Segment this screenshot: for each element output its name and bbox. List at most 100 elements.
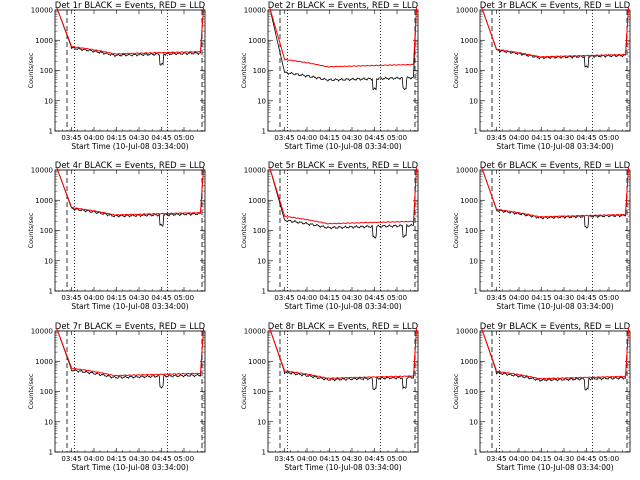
panel-det-6: Det 6r BLACK = Events, RED = LLD 1 10 100 10… <box>452 161 631 311</box>
chart-title: Det 3r BLACK = Events, RED = LLD <box>480 1 631 11</box>
y-tick-label: 1000 <box>35 37 53 45</box>
x-tick-label: 04:45 <box>151 134 171 142</box>
y-axis-label: Counts/sec <box>452 52 460 88</box>
y-tick-label: 100 <box>465 67 478 75</box>
y-axis-label: Counts/sec <box>240 212 248 248</box>
chart-title: Det 7r BLACK = Events, RED = LLD <box>55 322 206 332</box>
chart-title: Det 2r BLACK = Events, RED = LLD <box>268 1 419 11</box>
x-tick-label: 04:15 <box>531 455 551 463</box>
plot-frame <box>54 169 206 292</box>
x-tick-label: 03:45 <box>274 455 294 463</box>
panel-det-8: Det 8r BLACK = Events, RED = LLD 1 10 100 10… <box>240 322 419 472</box>
y-tick-label: 10 <box>469 97 478 105</box>
series-events-line <box>269 166 417 239</box>
x-tick-label: 04:30 <box>554 294 574 302</box>
series-lld-line <box>269 6 417 68</box>
x-tick-label: 05:00 <box>599 134 619 142</box>
x-tick-label: 05:00 <box>387 294 407 302</box>
series-lld-line <box>481 166 629 218</box>
y-tick-label: 10000 <box>31 7 53 15</box>
x-tick-label: 04:00 <box>84 134 104 142</box>
series-events-line <box>56 6 204 66</box>
y-tick-label: 10 <box>44 418 53 426</box>
y-tick-label: 1000 <box>460 197 478 205</box>
x-tick-label: 04:15 <box>106 294 126 302</box>
y-tick-label: 1 <box>262 128 266 136</box>
chart-title: Det 8r BLACK = Events, RED = LLD <box>268 322 419 332</box>
panel-det-3: Det 3r BLACK = Events, RED = LLD 1 10 100 10… <box>452 1 631 151</box>
x-tick-label: 04:15 <box>319 455 339 463</box>
y-tick-label: 100 <box>40 67 53 75</box>
x-axis-label: Start Time (10-Jul-08 03:34:00) <box>496 142 613 151</box>
chart-title: Det 4r BLACK = Events, RED = LLD <box>55 161 206 171</box>
y-tick-label: 10 <box>469 418 478 426</box>
plot-frame <box>54 330 206 453</box>
y-axis-label: Counts/sec <box>240 52 248 88</box>
x-tick-label: 05:00 <box>387 455 407 463</box>
x-axis-label: Start Time (10-Jul-08 03:34:00) <box>284 142 401 151</box>
y-tick-label: 1000 <box>248 197 266 205</box>
y-tick-label: 10 <box>44 257 53 265</box>
y-tick-label: 1000 <box>35 197 53 205</box>
x-tick-label: 04:00 <box>297 134 317 142</box>
chart-title: Det 5r BLACK = Events, RED = LLD <box>268 161 419 171</box>
x-tick-label: 04:30 <box>554 134 574 142</box>
y-tick-label: 10000 <box>31 328 53 336</box>
series-lld-line <box>269 327 417 379</box>
y-tick-label: 1 <box>262 288 266 296</box>
x-tick-label: 04:00 <box>509 455 529 463</box>
y-tick-label: 100 <box>465 388 478 396</box>
x-tick-label: 05:00 <box>387 134 407 142</box>
y-tick-label: 100 <box>465 227 478 235</box>
x-tick-label: 04:00 <box>509 134 529 142</box>
x-tick-label: 04:00 <box>84 455 104 463</box>
x-axis-label: Start Time (10-Jul-08 03:34:00) <box>284 463 401 472</box>
series-lld-line <box>56 327 204 377</box>
y-tick-label: 10000 <box>244 7 266 15</box>
x-tick-label: 04:00 <box>297 455 317 463</box>
x-tick-label: 04:15 <box>531 294 551 302</box>
y-axis-label: Counts/sec <box>27 52 35 88</box>
plot-frame <box>479 169 631 292</box>
series-events-line <box>56 166 204 227</box>
plot-frame <box>267 330 419 453</box>
x-tick-label: 04:45 <box>364 294 384 302</box>
x-tick-label: 03:45 <box>61 134 81 142</box>
x-axis-label: Start Time (10-Jul-08 03:34:00) <box>496 302 613 311</box>
x-tick-label: 04:15 <box>319 134 339 142</box>
y-tick-label: 1000 <box>35 358 53 366</box>
x-tick-label: 04:00 <box>297 294 317 302</box>
y-tick-label: 1 <box>49 288 53 296</box>
x-tick-label: 04:45 <box>364 134 384 142</box>
x-tick-label: 04:30 <box>342 455 362 463</box>
x-tick-label: 05:00 <box>599 294 619 302</box>
y-axis-label: Counts/sec <box>452 373 460 409</box>
y-axis-label: Counts/sec <box>452 212 460 248</box>
y-tick-label: 1000 <box>248 358 266 366</box>
y-tick-label: 1000 <box>460 37 478 45</box>
y-tick-label: 10000 <box>31 167 53 175</box>
y-tick-label: 100 <box>253 227 266 235</box>
x-tick-label: 04:30 <box>129 134 149 142</box>
x-axis-label: Start Time (10-Jul-08 03:34:00) <box>284 302 401 311</box>
series-events-line <box>56 327 204 389</box>
chart-title: Det 1r BLACK = Events, RED = LLD <box>55 1 206 11</box>
x-tick-label: 04:45 <box>151 294 171 302</box>
y-tick-label: 10 <box>469 257 478 265</box>
y-tick-label: 10000 <box>456 328 478 336</box>
x-tick-label: 04:30 <box>129 294 149 302</box>
x-tick-label: 03:45 <box>61 294 81 302</box>
x-tick-label: 03:45 <box>274 294 294 302</box>
x-tick-label: 04:15 <box>319 294 339 302</box>
x-axis-label: Start Time (10-Jul-08 03:34:00) <box>71 142 188 151</box>
y-tick-label: 100 <box>253 67 266 75</box>
x-tick-label: 04:45 <box>576 455 596 463</box>
x-tick-label: 04:45 <box>151 455 171 463</box>
x-tick-label: 04:00 <box>509 294 529 302</box>
series-events-line <box>481 166 629 229</box>
panel-det-5: Det 5r BLACK = Events, RED = LLD 1 10 100 10… <box>240 161 419 311</box>
x-tick-label: 04:15 <box>531 134 551 142</box>
x-tick-label: 03:45 <box>486 455 506 463</box>
y-tick-label: 10000 <box>456 7 478 15</box>
